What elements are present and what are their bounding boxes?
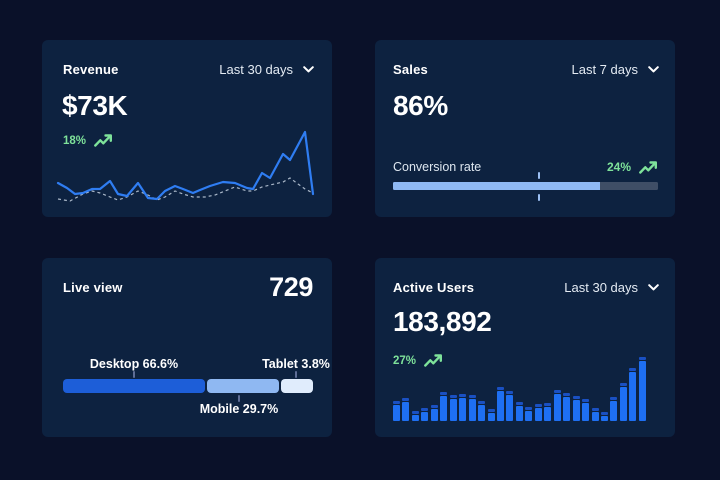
tablet-segment-label: Tablet 3.8%	[262, 357, 330, 371]
revenue-line-chart	[56, 130, 315, 202]
revenue-delta: 18%	[63, 134, 87, 147]
revenue-period-label: Last 30 days	[219, 62, 293, 77]
revenue-current-line	[56, 130, 315, 201]
sales-card-title: Sales	[393, 62, 428, 77]
revenue-period-dropdown[interactable]: Last 30 days	[219, 62, 314, 77]
mobile-segment-label: Mobile 29.7%	[199, 402, 279, 416]
chevron-down-icon	[648, 284, 659, 291]
device-breakdown-chart: Desktop 66.6% Tablet 3.8% Mobile 29.7%	[42, 357, 332, 427]
active-users-period-label: Last 30 days	[564, 280, 638, 295]
user-bar	[572, 396, 580, 421]
active-users-period-dropdown[interactable]: Last 30 days	[564, 280, 659, 295]
user-bar	[449, 395, 457, 421]
active-users-card: Active Users Last 30 days 183,892 27%	[375, 258, 675, 437]
conversion-progress-zone	[393, 172, 658, 202]
active-users-delta: 27%	[393, 354, 417, 367]
user-bar	[553, 390, 561, 421]
active-users-card-title: Active Users	[393, 280, 475, 295]
revenue-card-header: Revenue Last 30 days	[42, 62, 332, 77]
revenue-previous-line	[57, 177, 314, 202]
user-bar	[515, 402, 523, 421]
user-bar	[478, 401, 486, 421]
sales-period-label: Last 7 days	[571, 62, 639, 77]
active-users-value: 183,892	[393, 306, 492, 337]
tablet-tick	[295, 371, 297, 378]
live-view-card: Live view 729 Desktop 66.6% Tablet 3.8% …	[42, 258, 332, 437]
chevron-down-icon	[303, 66, 314, 73]
segment-desktop	[63, 379, 205, 393]
live-view-value: 729	[269, 272, 313, 302]
trend-up-icon	[639, 160, 657, 174]
user-bar	[440, 392, 448, 421]
live-view-card-header: Live view	[42, 280, 332, 295]
user-bar	[496, 387, 504, 421]
sales-card-header: Sales Last 7 days	[375, 62, 675, 77]
user-bar	[525, 407, 533, 421]
trend-up-icon	[94, 134, 113, 147]
conversion-rate-row: Conversion rate 24%	[393, 160, 658, 174]
conversion-rate-label: Conversion rate	[393, 160, 482, 174]
desktop-segment-label: Desktop 66.6%	[89, 357, 179, 371]
revenue-value: $73K	[62, 90, 128, 121]
user-bar	[544, 403, 552, 421]
user-bar	[534, 404, 542, 421]
active-users-bar-chart	[393, 357, 646, 421]
user-bar	[600, 412, 608, 421]
user-bar	[563, 393, 571, 421]
user-bar	[468, 395, 476, 421]
active-users-delta-row: 27%	[393, 354, 443, 367]
revenue-card-title: Revenue	[63, 62, 119, 77]
segment-mobile	[207, 379, 279, 393]
sales-delta-group: 24%	[607, 160, 658, 174]
revenue-delta-row: 18%	[63, 134, 113, 147]
trend-up-icon	[424, 354, 443, 367]
user-bar	[487, 409, 495, 421]
revenue-card: Revenue Last 30 days $73K 18%	[42, 40, 332, 217]
user-bar	[629, 368, 637, 421]
sales-card: Sales Last 7 days 86% Conversion rate 24…	[375, 40, 675, 217]
progress-marker-top	[537, 172, 540, 179]
user-bar	[638, 357, 646, 421]
user-bar	[459, 394, 467, 421]
chevron-down-icon	[648, 66, 659, 73]
device-stacked-bar	[63, 379, 313, 393]
user-bar	[421, 408, 429, 421]
user-bar	[411, 411, 419, 421]
user-bar	[619, 383, 627, 421]
live-view-card-title: Live view	[63, 280, 123, 295]
active-users-card-header: Active Users Last 30 days	[375, 280, 675, 295]
user-bar	[506, 391, 514, 421]
progress-marker-bottom	[537, 194, 540, 201]
sales-delta: 24%	[606, 160, 631, 174]
segment-tablet	[281, 379, 313, 393]
conversion-progress-fill	[393, 182, 600, 190]
user-bar	[582, 399, 590, 421]
user-bar	[610, 397, 618, 421]
desktop-tick	[133, 371, 135, 378]
user-bar	[591, 408, 599, 421]
conversion-progress-track	[393, 182, 658, 190]
user-bar	[430, 405, 438, 421]
sales-period-dropdown[interactable]: Last 7 days	[572, 62, 660, 77]
user-bar	[402, 398, 410, 421]
user-bar	[393, 401, 400, 421]
mobile-tick	[238, 395, 240, 402]
sales-value: 86%	[393, 90, 448, 121]
